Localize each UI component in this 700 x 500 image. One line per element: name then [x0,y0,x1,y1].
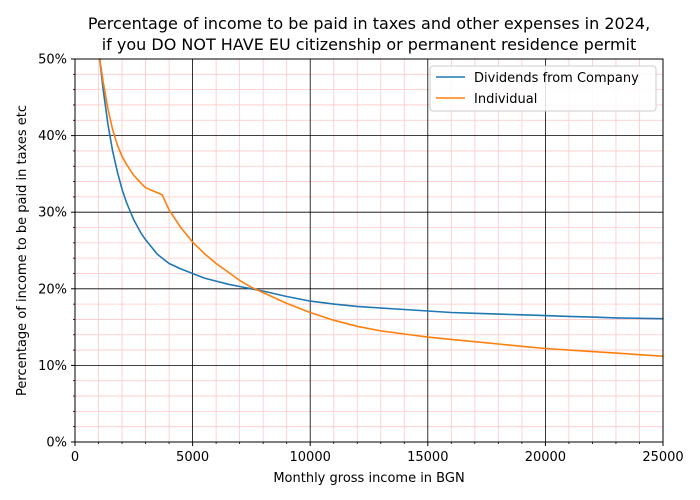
x-tick-label: 20000 [525,450,566,465]
chart-title-line-2: if you DO NOT HAVE EU citizenship or per… [102,35,637,54]
plot-frame [74,58,664,443]
x-tick-label: 5000 [176,450,209,465]
x-axis: 0 5000 10000 15000 20000 25000 [71,442,684,465]
y-tick-label: 10% [38,359,67,374]
x-tick-label: 25000 [642,450,683,465]
series-line-2 [98,58,664,358]
legend: Dividends from Company Individual [429,65,657,112]
chart-title-line-1: Percentage of income to be paid in taxes… [88,14,650,33]
legend-label-2: Individual [474,92,537,107]
y-axis: 0% 10% 20% 30% 40% 50% [38,53,75,451]
y-tick-label: 30% [38,206,67,221]
plot-area [75,59,663,442]
x-axis-label: Monthly gross income in BGN [273,471,464,486]
series-layer [98,58,664,358]
y-tick-label: 40% [38,129,67,144]
y-tick-label: 0% [46,436,67,451]
legend-box [429,65,657,112]
y-axis-label: Percentage of income to be paid in taxes… [15,105,30,396]
x-tick-label: 10000 [290,450,331,465]
chart-title: Percentage of income to be paid in taxes… [88,14,650,54]
y-tick-label: 20% [38,282,67,297]
series-line-1 [98,58,664,320]
legend-label-1: Dividends from Company [474,71,639,86]
x-tick-label: 0 [71,450,79,465]
x-tick-label: 15000 [407,450,448,465]
y-tick-label: 50% [38,53,67,68]
